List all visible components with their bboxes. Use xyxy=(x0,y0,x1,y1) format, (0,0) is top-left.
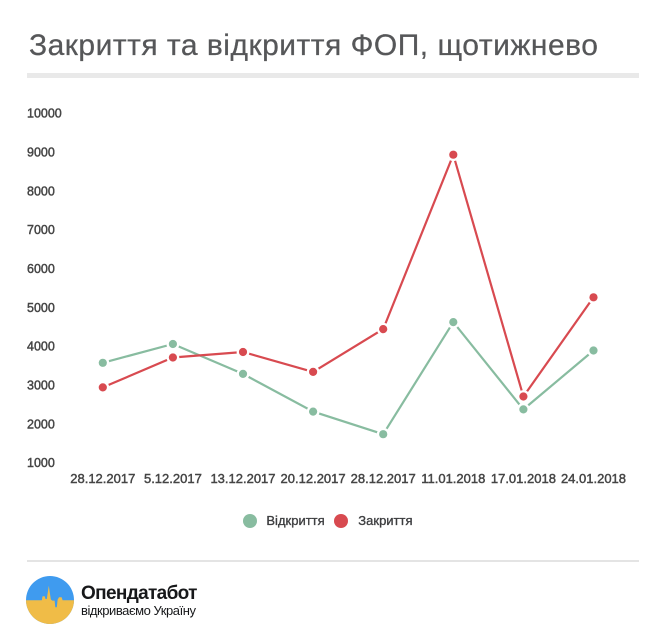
svg-text:7000: 7000 xyxy=(27,223,55,237)
svg-text:5000: 5000 xyxy=(27,301,55,315)
svg-text:4000: 4000 xyxy=(27,340,55,354)
svg-text:2000: 2000 xyxy=(27,417,55,431)
svg-text:28.12.2017: 28.12.2017 xyxy=(351,471,416,486)
svg-text:3000: 3000 xyxy=(27,378,55,392)
svg-text:10000: 10000 xyxy=(27,107,62,121)
svg-text:9000: 9000 xyxy=(27,146,55,160)
svg-text:13.12.2017: 13.12.2017 xyxy=(210,471,275,486)
svg-text:24.01.2018: 24.01.2018 xyxy=(561,471,626,486)
svg-text:5.12.2017: 5.12.2017 xyxy=(144,471,202,486)
svg-text:20.12.2017: 20.12.2017 xyxy=(281,471,346,486)
svg-text:1000: 1000 xyxy=(27,456,55,470)
svg-text:28.12.2017: 28.12.2017 xyxy=(70,471,135,486)
svg-text:6000: 6000 xyxy=(27,262,55,276)
svg-text:8000: 8000 xyxy=(27,184,55,198)
svg-text:11.01.2018: 11.01.2018 xyxy=(421,471,485,486)
svg-text:17.01.2018: 17.01.2018 xyxy=(491,471,556,486)
